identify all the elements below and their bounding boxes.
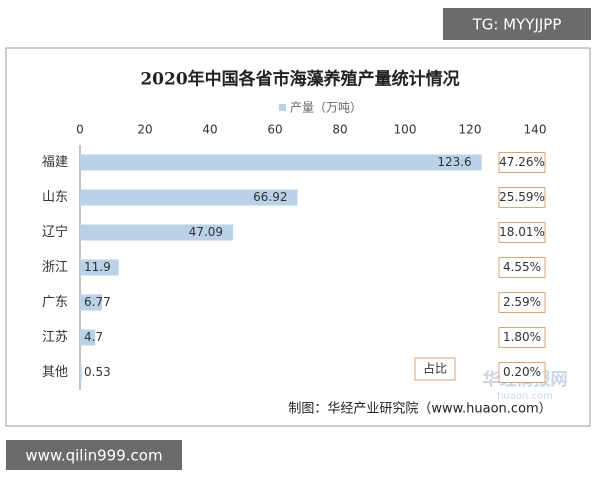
x-tick-label: 20: [137, 123, 152, 137]
x-tick-label: 40: [202, 123, 217, 137]
legend-swatch: [279, 104, 286, 111]
share-box: [498, 187, 546, 208]
x-tick-label: 0: [76, 123, 84, 137]
share-box: [498, 152, 546, 173]
share-label: 2.59%: [503, 295, 541, 309]
value-label: 4.7: [84, 330, 103, 344]
share-box: [498, 327, 546, 348]
bar: [80, 329, 96, 346]
x-tick-label: 140: [524, 123, 547, 137]
watermark: www.qilin999.com: [25, 447, 162, 465]
y-tick-label: 广东: [42, 295, 68, 310]
x-tick-label: 80: [332, 123, 347, 137]
watermark: TG: MYYJJPP: [472, 16, 562, 34]
logo-watermark-sub: huaon.com: [497, 391, 553, 402]
value-label: 0.53: [84, 365, 111, 379]
legend-label: 产量（万吨）: [290, 101, 362, 115]
y-tick-label: 其他: [42, 365, 68, 380]
bar: [80, 294, 103, 311]
share-label: 47.26%: [499, 155, 545, 169]
share-label: 25.59%: [499, 190, 545, 204]
share-label: 1.80%: [503, 330, 541, 344]
share-label: 18.01%: [499, 225, 545, 239]
bar: [80, 259, 119, 276]
share-box: [498, 362, 546, 383]
share-box: [498, 257, 546, 278]
share-label: 4.55%: [503, 260, 541, 274]
value-label: 66.92: [253, 190, 287, 204]
share-title-box: [414, 357, 456, 381]
y-tick-label: 辽宁: [42, 224, 68, 240]
value-label: 11.9: [84, 260, 111, 274]
y-tick-label: 浙江: [42, 260, 68, 275]
share-title: 占比: [423, 361, 447, 376]
value-label: 47.09: [189, 225, 223, 239]
chart-title: 2020年中国各省市海藻养殖产量统计情况: [140, 69, 459, 90]
share-label: 0.20%: [503, 365, 541, 379]
value-label: 6.77: [84, 295, 111, 309]
bar: [80, 189, 298, 206]
y-tick-label: 福建: [42, 155, 68, 170]
y-tick-label: 江苏: [42, 329, 68, 345]
source-note: 制图：华经产业研究院（www.huaon.com）: [288, 402, 551, 417]
share-box: [498, 292, 546, 313]
x-tick-label: 100: [394, 123, 417, 137]
bar: [80, 224, 234, 241]
share-box: [498, 222, 546, 243]
value-label: 123.6: [437, 155, 471, 169]
bar: [80, 154, 482, 171]
bar: [80, 364, 82, 381]
watermark-box: [6, 440, 182, 470]
x-tick-label: 60: [267, 123, 282, 137]
y-tick-label: 山东: [42, 190, 68, 205]
watermark-box: [443, 8, 591, 40]
x-tick-label: 120: [459, 123, 482, 137]
